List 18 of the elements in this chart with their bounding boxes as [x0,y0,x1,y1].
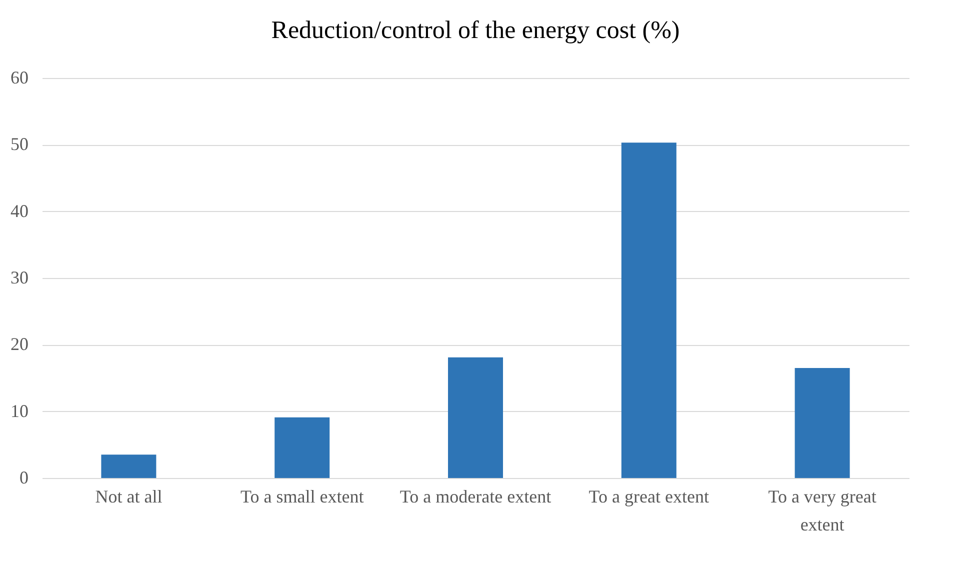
x-tick-label: To a moderate extent [400,486,552,506]
x-tick-label: Not at all [95,486,162,506]
y-tick-label: 20 [10,334,28,354]
y-tick-label: 50 [10,134,28,154]
bar [794,368,850,478]
bar [621,142,676,478]
y-tick-label: 40 [10,200,28,221]
bar [448,357,503,478]
x-tick-label: To a great extent [588,486,709,506]
x-tick-label: To a very great extent [768,486,876,534]
bar [274,417,330,478]
y-tick-label: 60 [10,68,28,88]
x-tick-label: To a small extent [240,486,364,506]
y-tick-label: 10 [10,400,28,421]
chart-title: Reduction/control of the energy cost (%) [271,17,680,44]
y-tick-label: 0 [20,468,28,488]
y-tick-label: 30 [10,268,28,288]
bar [101,454,156,478]
